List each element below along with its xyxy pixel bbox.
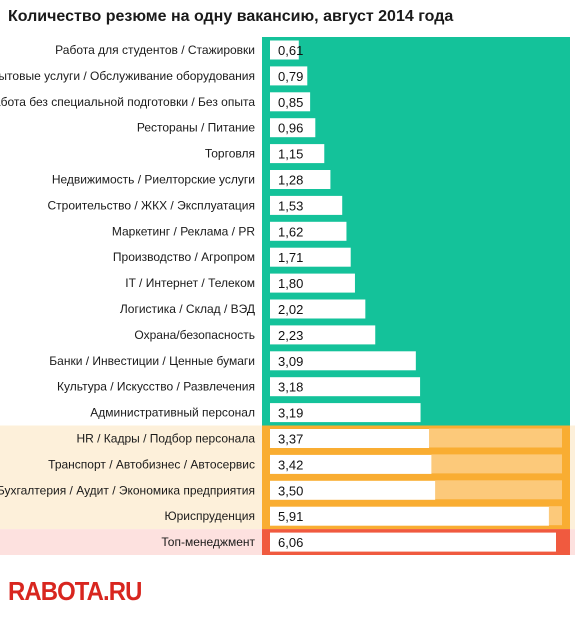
value-label: 1,62 [278,224,303,239]
bar [270,299,366,319]
bar [270,325,376,345]
rabota-logo: RABOTA.RU [8,576,142,606]
value-label: 1,28 [278,172,303,187]
value-label: 6,06 [278,535,303,550]
value-label: 2,02 [278,302,303,317]
bar [270,351,416,371]
category-label: Недвижимость / Риелторские услуги [52,172,255,186]
orange-tint-strip [431,454,562,474]
category-label: Производство / Агропром [113,250,255,264]
value-label: 1,80 [278,276,303,291]
category-label: Бухгалтерия / Аудит / Экономика предприя… [0,483,255,497]
bar [270,273,355,293]
category-label: Охрана/безопасность [134,328,255,342]
bar [270,144,325,164]
category-label: Бытовые услуги / Обслуживание оборудован… [0,69,255,83]
chart-title: Количество резюме на одну вакансию, авгу… [8,8,454,25]
value-label: 3,09 [278,354,303,369]
category-label: Банки / Инвестиции / Ценные бумаги [49,354,255,368]
bar [270,429,430,448]
bar [270,480,436,500]
bar [270,247,351,267]
category-label: Логистика / Склад / ВЭД [120,302,255,316]
category-label: Торговля [205,147,255,161]
orange-tint-strip [435,480,562,500]
category-label: Административный персонал [90,406,255,420]
category-label: Культура / Искусство / Развлечения [57,380,255,394]
value-label: 1,71 [278,250,303,265]
category-label: Маркетинг / Реклама / PR [112,224,255,238]
value-label: 0,61 [278,43,303,58]
value-label: 1,15 [278,147,303,162]
value-label: 0,85 [278,95,303,110]
bar [270,170,331,189]
bar [270,221,347,241]
value-label: 3,42 [278,457,303,472]
category-label: Работа без специальной подготовки / Без … [0,95,255,109]
bar [270,92,311,112]
value-label: 3,18 [278,380,303,395]
bar [270,195,343,215]
category-label: Топ-менеджмент [161,535,255,549]
value-label: 0,79 [278,69,303,84]
value-label: 2,23 [278,328,303,343]
value-label: 5,91 [278,509,303,524]
category-label: IT / Интернет / Телеком [125,276,255,290]
value-label: 3,19 [278,406,303,421]
category-label: Транспорт / Автобизнес / Автосервис [48,457,255,471]
bar [270,454,432,474]
category-label: Работа для студентов / Стажировки [55,43,255,57]
bar [270,506,549,526]
value-label: 3,37 [278,431,303,446]
value-label: 3,50 [278,483,303,498]
category-label: Юриспруденция [164,509,255,523]
bar [270,403,421,423]
bar [270,532,556,552]
bar [270,377,421,397]
value-label: 0,96 [278,121,303,136]
orange-tint-strip [429,428,562,448]
bar [270,118,316,138]
category-label: HR / Кадры / Подбор персонала [76,431,255,445]
bar [270,66,308,86]
bar [270,40,299,60]
value-label: 1,53 [278,198,303,213]
orange-tint-strip [548,506,562,526]
category-label: Строительство / ЖКХ / Эксплуатация [48,198,256,212]
category-label: Рестораны / Питание [137,121,255,135]
